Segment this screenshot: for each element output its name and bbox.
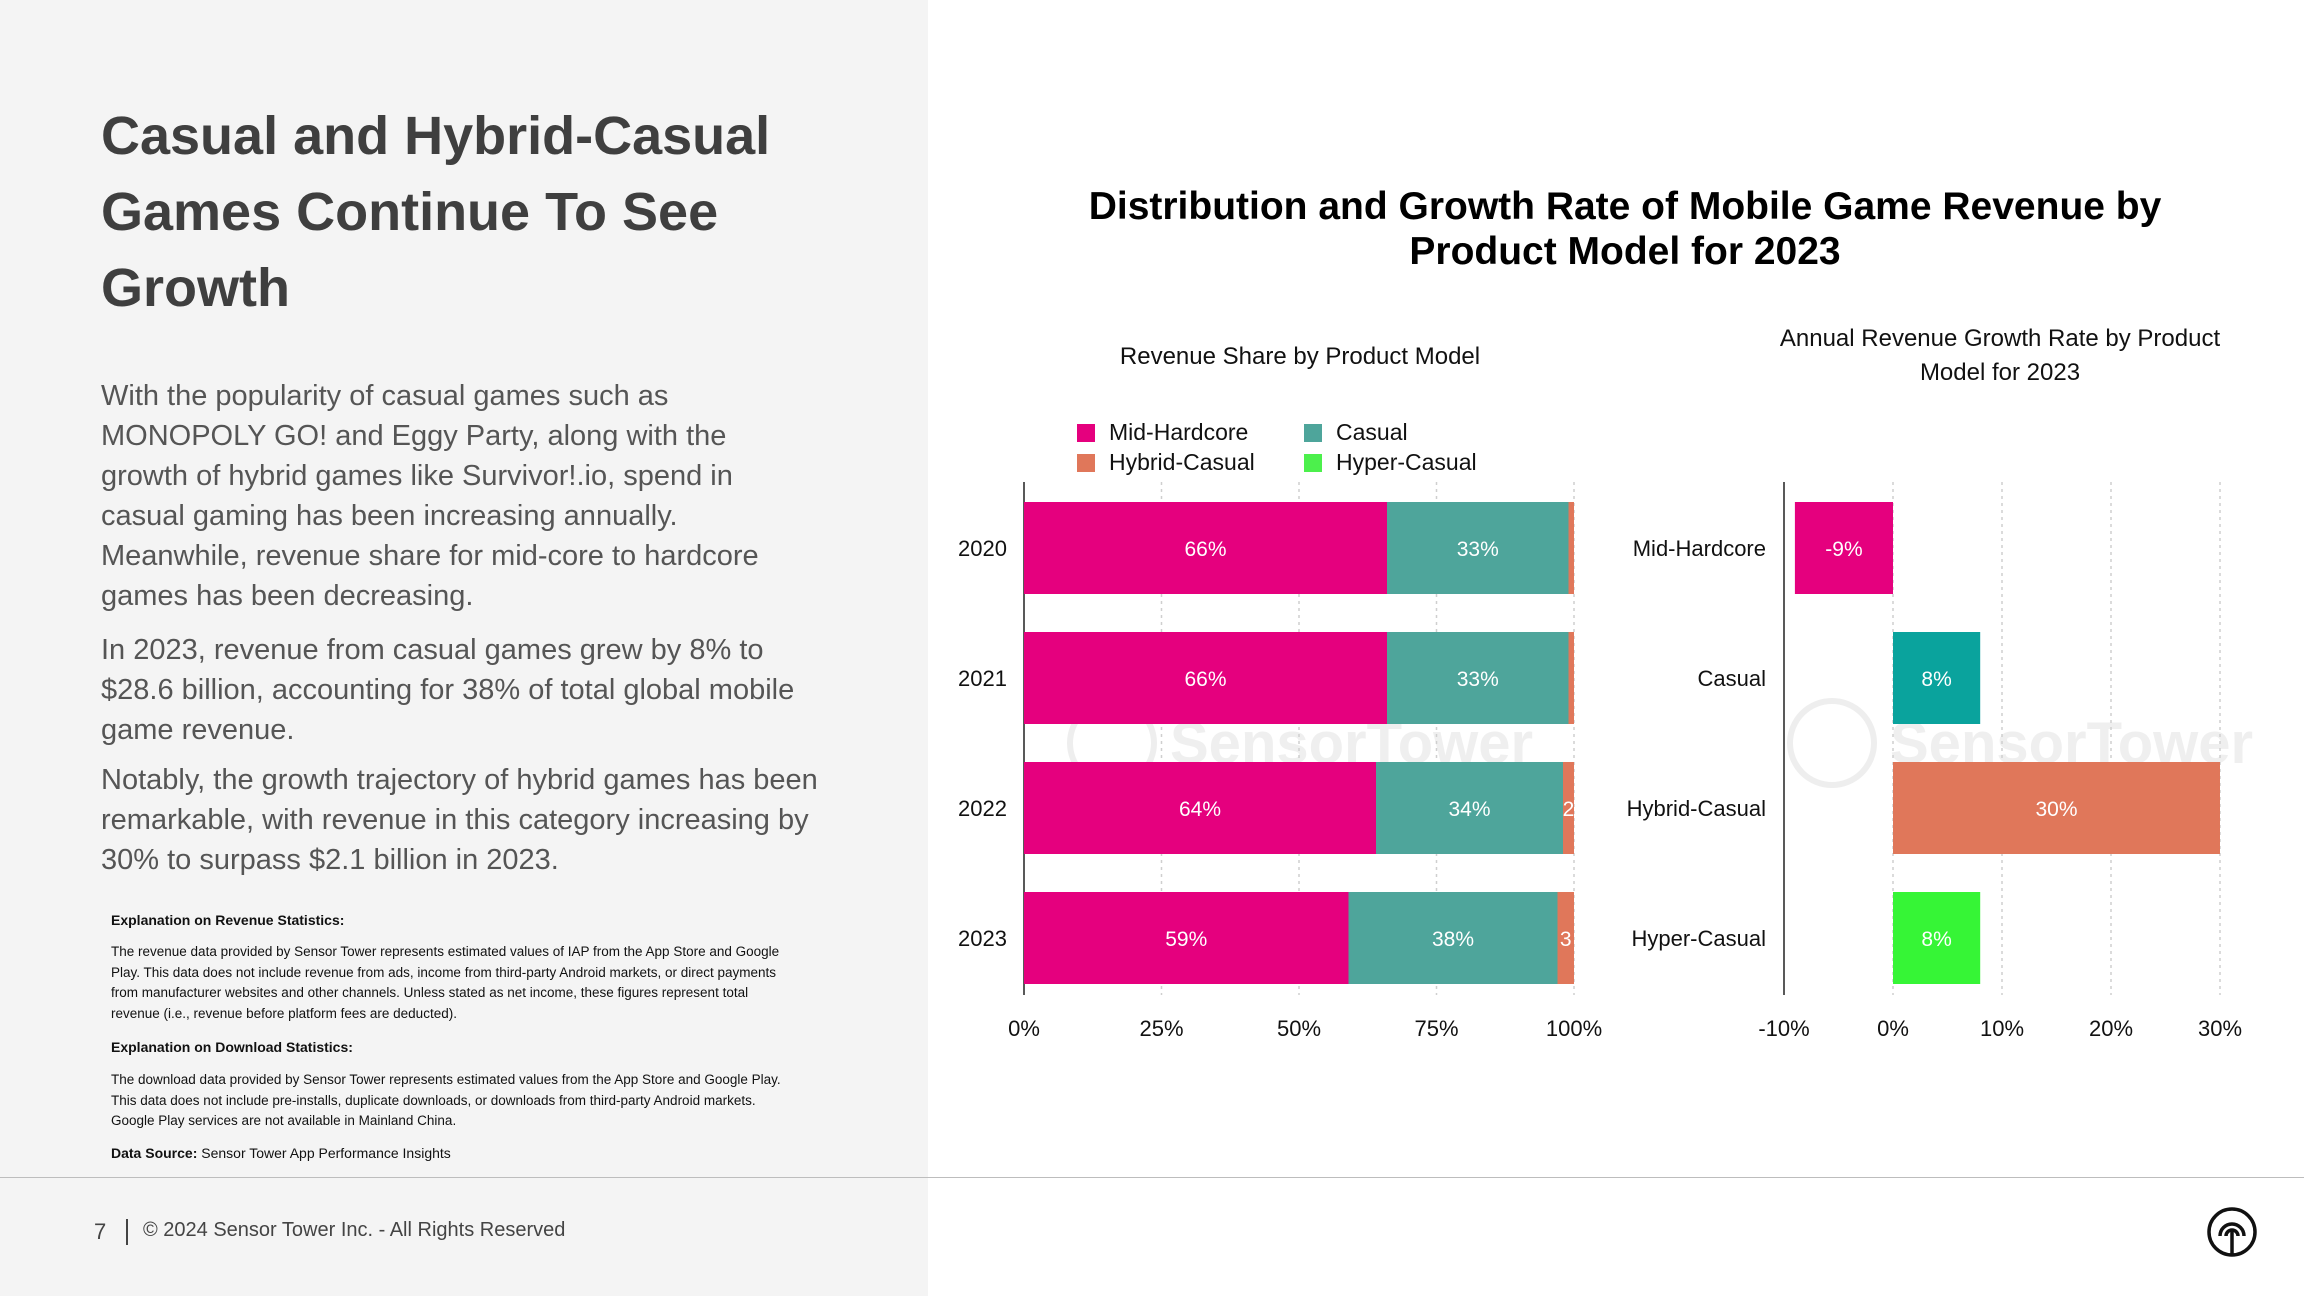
y-tick-label: 2022 — [958, 796, 1007, 821]
y-tick-label: 2020 — [958, 536, 1007, 561]
data-label: -9% — [1825, 538, 1862, 561]
bar-segment — [1024, 632, 1387, 724]
bar-segment — [1387, 502, 1569, 594]
data-source-label: Data Source: — [111, 1145, 198, 1161]
footer-divider — [0, 1177, 2304, 1178]
watermark-icon — [1067, 698, 1157, 788]
watermark-text: SensorTower — [1890, 711, 2253, 776]
growth-rate-subtitle: Annual Revenue Growth Rate by Product Mo… — [1779, 325, 2221, 386]
bar-segment — [1376, 762, 1563, 854]
data-label: 34% — [1448, 798, 1490, 821]
legend-label: Casual — [1336, 419, 1408, 445]
data-label: 8% — [1921, 668, 1951, 691]
growth-bar — [1893, 892, 1981, 984]
x-tick-label: 75% — [1414, 1016, 1458, 1041]
data-label: 38% — [1432, 928, 1474, 951]
left-panel — [0, 0, 928, 1296]
sensor-tower-logo-icon — [2207, 1207, 2257, 1257]
y-tick-label: 2021 — [958, 666, 1007, 691]
x-tick-label: 0% — [1877, 1016, 1909, 1041]
data-label: 33% — [1457, 668, 1499, 691]
body-paragraph: In 2023, revenue from casual games grew … — [101, 634, 795, 746]
data-source: Data Source: Sensor Tower App Performanc… — [111, 1145, 451, 1161]
data-label: 33% — [1457, 538, 1499, 561]
chart-title: Distribution and Growth Rate of Mobile G… — [1088, 185, 2162, 273]
legend-swatch — [1304, 453, 1322, 472]
watermark-icon — [1787, 698, 1877, 788]
revenue-note-text: The revenue data provided by Sensor Towe… — [111, 944, 780, 1021]
legend-swatch — [1077, 453, 1095, 472]
growth-bar — [1794, 502, 1893, 594]
watermark-text: SensorTower — [1170, 711, 1533, 776]
x-tick-label: 100% — [1546, 1016, 1602, 1041]
legend-label: Mid-Hardcore — [1109, 419, 1249, 445]
x-tick-label: 30% — [2198, 1016, 2242, 1041]
legend-item: Casual — [1304, 419, 1408, 446]
data-label: 8% — [1921, 928, 1951, 951]
y-tick-label: 2023 — [958, 926, 1007, 951]
data-source-value: Sensor Tower App Performance Insights — [201, 1145, 451, 1161]
data-label: 66% — [1184, 538, 1226, 561]
data-label: 59% — [1165, 928, 1207, 951]
legend-swatch — [1304, 423, 1322, 442]
bar-segment — [1568, 632, 1574, 724]
download-note-text: The download data provided by Sensor Tow… — [111, 1072, 781, 1128]
data-label: 30% — [2035, 798, 2077, 821]
data-label: 64% — [1179, 798, 1221, 821]
bar-segment — [1568, 502, 1574, 594]
legend-item: Mid-Hardcore — [1077, 419, 1248, 446]
y-tick-label: Mid-Hardcore — [1633, 536, 1766, 561]
x-tick-label: -10% — [1758, 1016, 1809, 1041]
x-tick-label: 25% — [1139, 1016, 1183, 1041]
bar-segment — [1557, 892, 1574, 984]
legend-item: Hyper-Casual — [1304, 449, 1477, 476]
page-number: 7 — [94, 1219, 107, 1244]
x-tick-label: 10% — [1980, 1016, 2024, 1041]
footer-separator — [126, 1219, 128, 1245]
legend-label: Hyper-Casual — [1336, 449, 1477, 475]
legend-label: Hybrid-Casual — [1109, 449, 1255, 475]
download-note-heading: Explanation on Download Statistics: — [111, 1039, 353, 1055]
body-paragraph: With the popularity of casual games such… — [101, 380, 759, 612]
data-label: 66% — [1184, 668, 1226, 691]
growth-bar — [1893, 762, 2220, 854]
revenue-share-subtitle: Revenue Share by Product Model — [1119, 343, 1481, 370]
bar-segment — [1387, 632, 1569, 724]
legend-swatch — [1077, 423, 1095, 442]
y-tick-label: Casual — [1698, 666, 1766, 691]
data-label: 2 — [1563, 798, 1575, 821]
bar-segment — [1348, 892, 1558, 984]
bar-segment — [1563, 762, 1574, 854]
x-tick-label: 50% — [1277, 1016, 1321, 1041]
legend-item: Hybrid-Casual — [1077, 449, 1255, 476]
x-tick-label: 0% — [1008, 1016, 1040, 1041]
growth-bar — [1893, 632, 1981, 724]
data-label: 3 — [1560, 928, 1572, 951]
page-title: Casual and Hybrid-Casual Games Continue … — [101, 106, 771, 318]
x-tick-label: 20% — [2089, 1016, 2133, 1041]
bar-segment — [1024, 762, 1376, 854]
body-paragraph: Notably, the growth trajectory of hybrid… — [101, 764, 818, 876]
y-tick-label: Hybrid-Casual — [1627, 796, 1766, 821]
bar-segment — [1024, 502, 1387, 594]
y-tick-label: Hyper-Casual — [1632, 926, 1767, 951]
bar-segment — [1024, 892, 1349, 984]
copyright: © 2024 Sensor Tower Inc. - All Rights Re… — [143, 1219, 566, 1241]
revenue-note-heading: Explanation on Revenue Statistics: — [111, 912, 345, 928]
